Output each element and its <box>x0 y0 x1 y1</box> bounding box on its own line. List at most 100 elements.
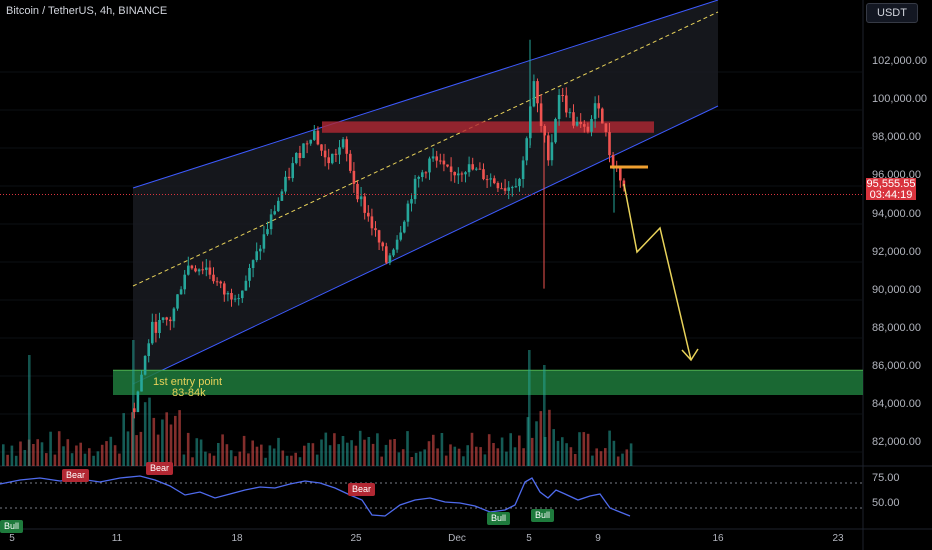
candle-body <box>421 172 424 177</box>
candle-body <box>338 147 341 155</box>
candle-body <box>179 289 183 295</box>
candle-body <box>439 160 442 162</box>
candle-body <box>259 248 262 252</box>
candle-body <box>208 267 212 275</box>
entry-range-label: 83-84k <box>172 387 206 399</box>
rsi-bear-badge: Bear <box>62 469 90 482</box>
volume-bar <box>195 438 199 466</box>
candle-body <box>147 343 150 356</box>
volume-bar <box>178 410 181 466</box>
chart-title: Bitcoin / TetherUS, 4h, BINANCE <box>6 5 168 17</box>
candle-body <box>327 157 330 164</box>
currency-button[interactable]: USDT <box>866 3 918 23</box>
volume-bar <box>62 446 65 466</box>
volume-bar <box>212 455 216 466</box>
volume-bar <box>389 439 392 466</box>
candle-body <box>532 81 536 107</box>
candle-body <box>601 108 604 124</box>
price-label: 94,000.00 <box>872 208 921 220</box>
candle-body <box>453 172 456 176</box>
volume-bar <box>475 446 478 466</box>
candle-body <box>266 229 269 235</box>
candle-body <box>619 167 622 181</box>
candle-body <box>525 138 528 161</box>
time-label: 5 <box>526 533 532 544</box>
volume-bar <box>113 445 117 466</box>
volume-bar <box>543 365 546 466</box>
time-label: 11 <box>111 533 123 544</box>
channel-lower-line <box>132 105 719 385</box>
volume-bar <box>518 435 521 466</box>
candle-body <box>143 356 147 375</box>
time-label: 18 <box>231 533 243 544</box>
price-label: 86,000.00 <box>872 360 921 372</box>
candle-body <box>467 164 471 173</box>
volume-bar <box>139 431 143 466</box>
candle-body <box>399 232 402 240</box>
rsi-bear-badge: Bear <box>146 462 174 475</box>
candle-body <box>622 180 626 187</box>
candle-body <box>309 139 312 144</box>
volume-bar <box>346 442 349 466</box>
volume-bar <box>122 413 125 466</box>
candle-body <box>226 293 230 295</box>
candle-body <box>554 119 557 143</box>
candle-body <box>500 188 503 190</box>
volume-bar <box>251 440 254 466</box>
entry-point-label: 1st entry point <box>153 376 223 388</box>
volume-bar <box>367 437 371 466</box>
candle-body <box>356 183 359 200</box>
volume-bar <box>419 451 422 466</box>
candle-body <box>583 124 586 127</box>
volume-bar <box>616 456 620 466</box>
candle-body <box>331 153 334 164</box>
volume-bar <box>45 453 48 466</box>
candle-body <box>316 130 320 145</box>
candle-body <box>586 126 590 132</box>
volume-bar <box>298 457 302 466</box>
volume-bar <box>238 451 242 466</box>
volume-bar <box>156 434 160 466</box>
volume-bar <box>444 455 448 466</box>
volume-bar <box>23 450 27 466</box>
volume-bar <box>436 448 439 466</box>
volume-bar <box>556 440 560 466</box>
volume-bar <box>53 454 57 466</box>
volume-bar <box>118 453 121 466</box>
candle-body <box>485 179 489 181</box>
volume-bar <box>109 436 113 466</box>
candle-body <box>287 176 291 179</box>
candle-body <box>313 130 316 140</box>
volume-bar <box>380 456 383 466</box>
volume-bar <box>6 454 9 466</box>
volume-bar <box>509 433 512 466</box>
rsi-bull-badge: Bull <box>0 520 24 533</box>
resistance-zone <box>322 121 654 133</box>
volume-bar <box>88 448 91 466</box>
volume-bar <box>406 431 409 466</box>
volume-bar <box>83 453 87 466</box>
candle-body <box>295 153 298 164</box>
volume-bar <box>28 355 31 466</box>
volume-bar <box>358 430 362 466</box>
candle-body <box>410 199 413 204</box>
candle-body <box>169 319 172 322</box>
volume-bar <box>234 456 237 466</box>
candle-body <box>205 267 208 270</box>
candle-body <box>201 269 204 271</box>
candle-body <box>237 298 240 300</box>
candle-body <box>349 153 352 171</box>
volume-bar <box>535 421 538 466</box>
volume-bar <box>539 411 543 466</box>
volume-bar <box>505 451 508 466</box>
volume-bar <box>290 455 293 466</box>
candle-body <box>151 321 154 344</box>
candle-body <box>604 123 608 132</box>
candle-body <box>194 268 197 272</box>
candle-body <box>496 183 500 189</box>
volume-bar <box>371 443 375 466</box>
candle-body <box>352 170 356 184</box>
volume-bar <box>582 432 586 466</box>
